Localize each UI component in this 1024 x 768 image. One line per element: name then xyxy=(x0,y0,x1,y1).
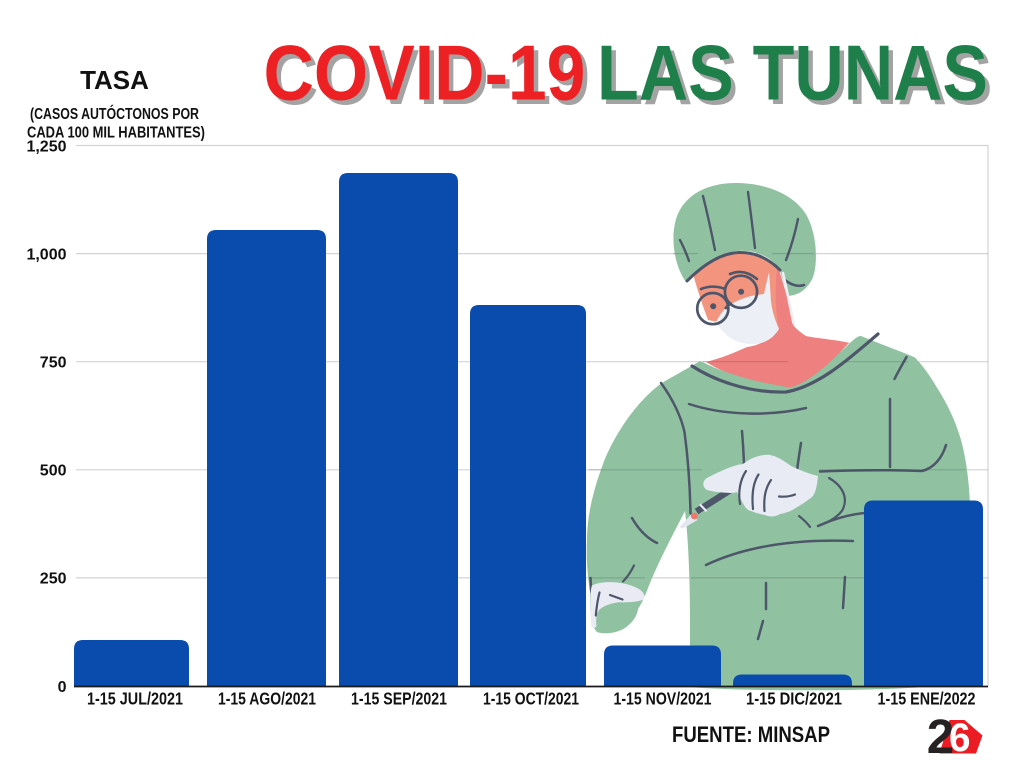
svg-text:6: 6 xyxy=(949,716,971,760)
svg-text:CADA 100 MIL HABITANTES): CADA 100 MIL HABITANTES) xyxy=(27,125,205,142)
svg-text:1-15 ENE/2022: 1-15 ENE/2022 xyxy=(878,689,976,709)
svg-text:1-15 NOV/2021: 1-15 NOV/2021 xyxy=(614,689,712,709)
svg-text:1-15 OCT/2021: 1-15 OCT/2021 xyxy=(483,689,579,709)
svg-text:FUENTE: MINSAP: FUENTE: MINSAP xyxy=(672,722,830,747)
svg-text:COVID-19: COVID-19 xyxy=(264,31,586,117)
svg-text:LAS TUNAS: LAS TUNAS xyxy=(602,35,993,121)
svg-text:(CASOS AUTÓCTONOS POR: (CASOS AUTÓCTONOS POR xyxy=(30,105,199,123)
svg-text:TASA: TASA xyxy=(80,65,149,95)
svg-text:1,000: 1,000 xyxy=(26,246,66,263)
svg-text:1-15 AGO/2021: 1-15 AGO/2021 xyxy=(218,689,316,709)
svg-text:0: 0 xyxy=(58,679,67,696)
svg-text:1-15 SEP/2021: 1-15 SEP/2021 xyxy=(351,689,447,709)
svg-text:1-15 JUL/2021: 1-15 JUL/2021 xyxy=(87,689,183,709)
svg-text:750: 750 xyxy=(40,355,67,372)
svg-text:500: 500 xyxy=(40,463,67,480)
svg-text:COVID-19: COVID-19 xyxy=(268,35,590,121)
svg-text:1,250: 1,250 xyxy=(26,138,66,155)
svg-text:1-15 DIC/2021: 1-15 DIC/2021 xyxy=(746,689,842,709)
svg-text:LAS TUNAS: LAS TUNAS xyxy=(597,31,988,117)
svg-text:2: 2 xyxy=(927,710,955,764)
svg-text:250: 250 xyxy=(40,571,67,588)
